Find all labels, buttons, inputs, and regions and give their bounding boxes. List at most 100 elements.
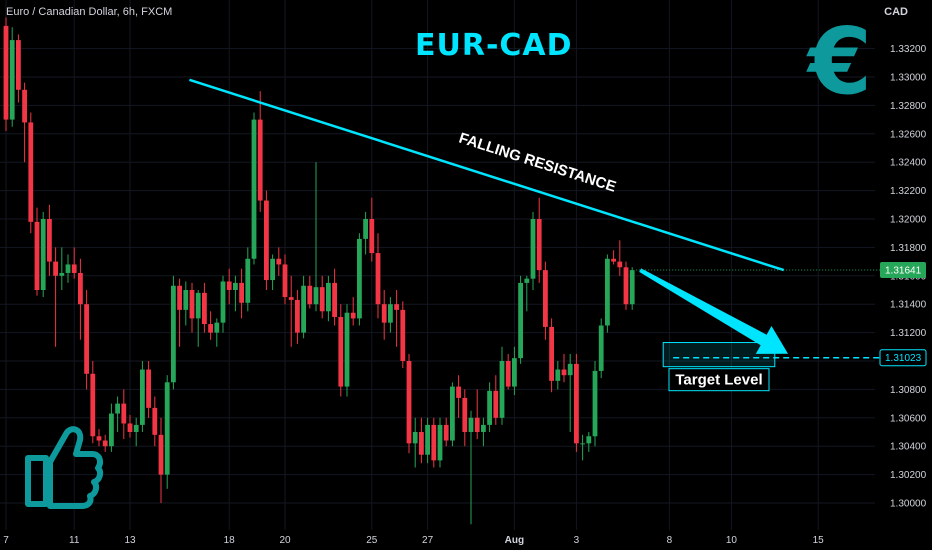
candle-body (189, 290, 195, 319)
candle-body (375, 253, 381, 305)
candle-body (257, 119, 263, 201)
candle-body (220, 281, 226, 323)
candle-body (270, 258, 275, 281)
thumbs-up-icon (20, 418, 104, 515)
y-tick-label: 1.32400 (890, 158, 927, 169)
candle-body (127, 423, 133, 432)
candle-body (90, 373, 96, 437)
x-tick-label: 7 (3, 535, 9, 546)
candle-body (16, 40, 21, 90)
y-tick-label: 1.32000 (890, 215, 927, 226)
candle-body (121, 403, 127, 424)
falling-resistance-line[interactable] (189, 78, 785, 272)
candle-body (443, 424, 449, 441)
candle-body (388, 304, 393, 323)
axis-currency-label: CAD (884, 6, 908, 18)
candle-body (78, 272, 83, 305)
candle-body (598, 325, 604, 371)
y-tick-label: 1.32800 (890, 101, 927, 112)
candle-body (555, 369, 561, 381)
candle-body (611, 258, 616, 262)
candle-body (47, 219, 52, 262)
candle-body (9, 40, 15, 120)
current-price-badge (880, 261, 926, 278)
candle-body (251, 119, 257, 259)
candle-body (536, 219, 542, 271)
candle-body (195, 292, 201, 319)
candle-body (450, 386, 455, 441)
candle-body (146, 369, 151, 408)
current-price-value: 1.31641 (885, 265, 922, 276)
candle-body (623, 267, 629, 305)
candle-body (437, 424, 443, 461)
candle-body (561, 369, 567, 376)
candle-body (164, 382, 170, 475)
candle-body (245, 258, 251, 303)
candle-body (567, 363, 573, 376)
candle-body (226, 281, 232, 290)
candle-body (28, 122, 34, 222)
candle-body (84, 304, 89, 374)
candle-body (419, 432, 424, 455)
candle-body (512, 358, 517, 387)
x-tick-label: 15 (813, 535, 825, 546)
candle-body (369, 219, 375, 254)
target-price-badge (879, 349, 927, 367)
candle-body (481, 424, 486, 432)
target-arrow (639, 268, 788, 354)
candle-body (412, 432, 418, 444)
candle-body (71, 264, 77, 273)
candle-body (65, 264, 71, 273)
chart-title: EUR-CAD (415, 28, 573, 63)
candle-body (586, 436, 592, 444)
candle-body (276, 258, 282, 265)
euro-sign-icon: € (808, 8, 873, 115)
candle-body (462, 397, 468, 432)
x-tick-label: 13 (124, 535, 136, 546)
y-tick-label: 1.31400 (890, 300, 927, 311)
x-tick-label: 18 (224, 535, 236, 546)
candle-body (629, 270, 635, 305)
x-tick-label: Aug (505, 535, 524, 546)
candle-body (592, 370, 598, 437)
candle-body (183, 290, 189, 310)
candle-body (202, 292, 207, 325)
symbol-description[interactable]: Euro / Canadian Dollar, 6h, FXCM (6, 6, 173, 18)
candle-body (524, 278, 530, 283)
candle-body (357, 238, 362, 319)
candle-body (22, 89, 27, 123)
candle-body (406, 361, 412, 444)
candle-body (53, 261, 58, 276)
candle-body (493, 390, 499, 418)
candle-body (319, 287, 325, 312)
candle-body (239, 282, 244, 303)
candle-body (425, 424, 430, 455)
candle-body (115, 403, 120, 414)
candle-body (605, 258, 610, 326)
candle-body (40, 219, 46, 290)
candle-body (518, 282, 523, 359)
candle-body (487, 390, 492, 425)
gridlines (0, 0, 875, 530)
candle-body (381, 304, 387, 323)
y-tick-label: 1.30000 (890, 499, 927, 510)
candle-body (617, 261, 623, 268)
candle-body (102, 440, 108, 447)
y-tick-label: 1.30800 (890, 385, 927, 396)
target-label-background (668, 368, 770, 392)
time-axis[interactable]: 7 11 13 18 20 25 27 Aug 3 8 10 15 (3, 535, 824, 546)
candle-body (282, 264, 288, 298)
target-box[interactable] (662, 342, 776, 368)
candle-body (474, 417, 480, 432)
candle-body (400, 309, 406, 361)
candle-body (3, 25, 9, 120)
candle-body (301, 285, 306, 333)
candle-body (171, 285, 176, 383)
candle-body (208, 324, 213, 333)
y-tick-label: 1.31800 (890, 243, 927, 254)
candle-body (233, 282, 238, 290)
candle-body (133, 424, 139, 432)
x-tick-label: 27 (422, 535, 434, 546)
candle-body (140, 369, 145, 425)
